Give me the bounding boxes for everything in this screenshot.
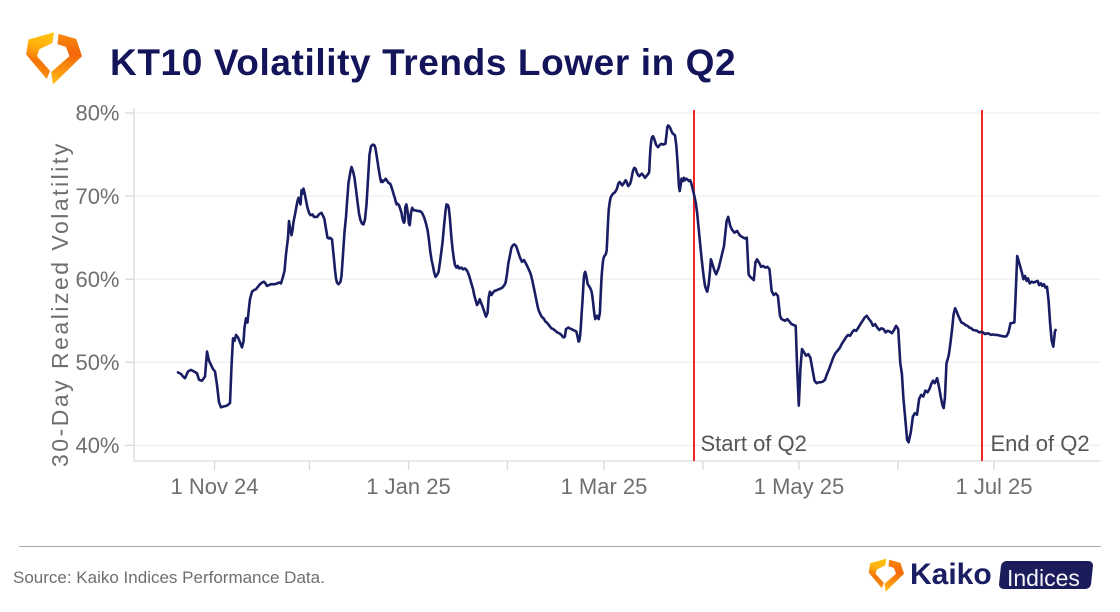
svg-text:70%: 70% [75, 184, 119, 209]
svg-text:1 Nov 24: 1 Nov 24 [170, 474, 258, 499]
svg-text:50%: 50% [75, 350, 119, 375]
svg-text:1 May 25: 1 May 25 [754, 474, 845, 499]
svg-text:1 Mar 25: 1 Mar 25 [561, 474, 648, 499]
svg-text:60%: 60% [75, 267, 119, 292]
svg-text:30-Day Realized Volatility: 30-Day Realized Volatility [47, 141, 73, 467]
svg-text:End of Q2: End of Q2 [991, 431, 1090, 456]
svg-text:1 Jul 25: 1 Jul 25 [955, 474, 1032, 499]
svg-text:80%: 80% [75, 101, 119, 126]
svg-text:40%: 40% [75, 433, 119, 458]
svg-text:Start of Q2: Start of Q2 [701, 431, 807, 456]
svg-text:1 Jan 25: 1 Jan 25 [366, 474, 450, 499]
